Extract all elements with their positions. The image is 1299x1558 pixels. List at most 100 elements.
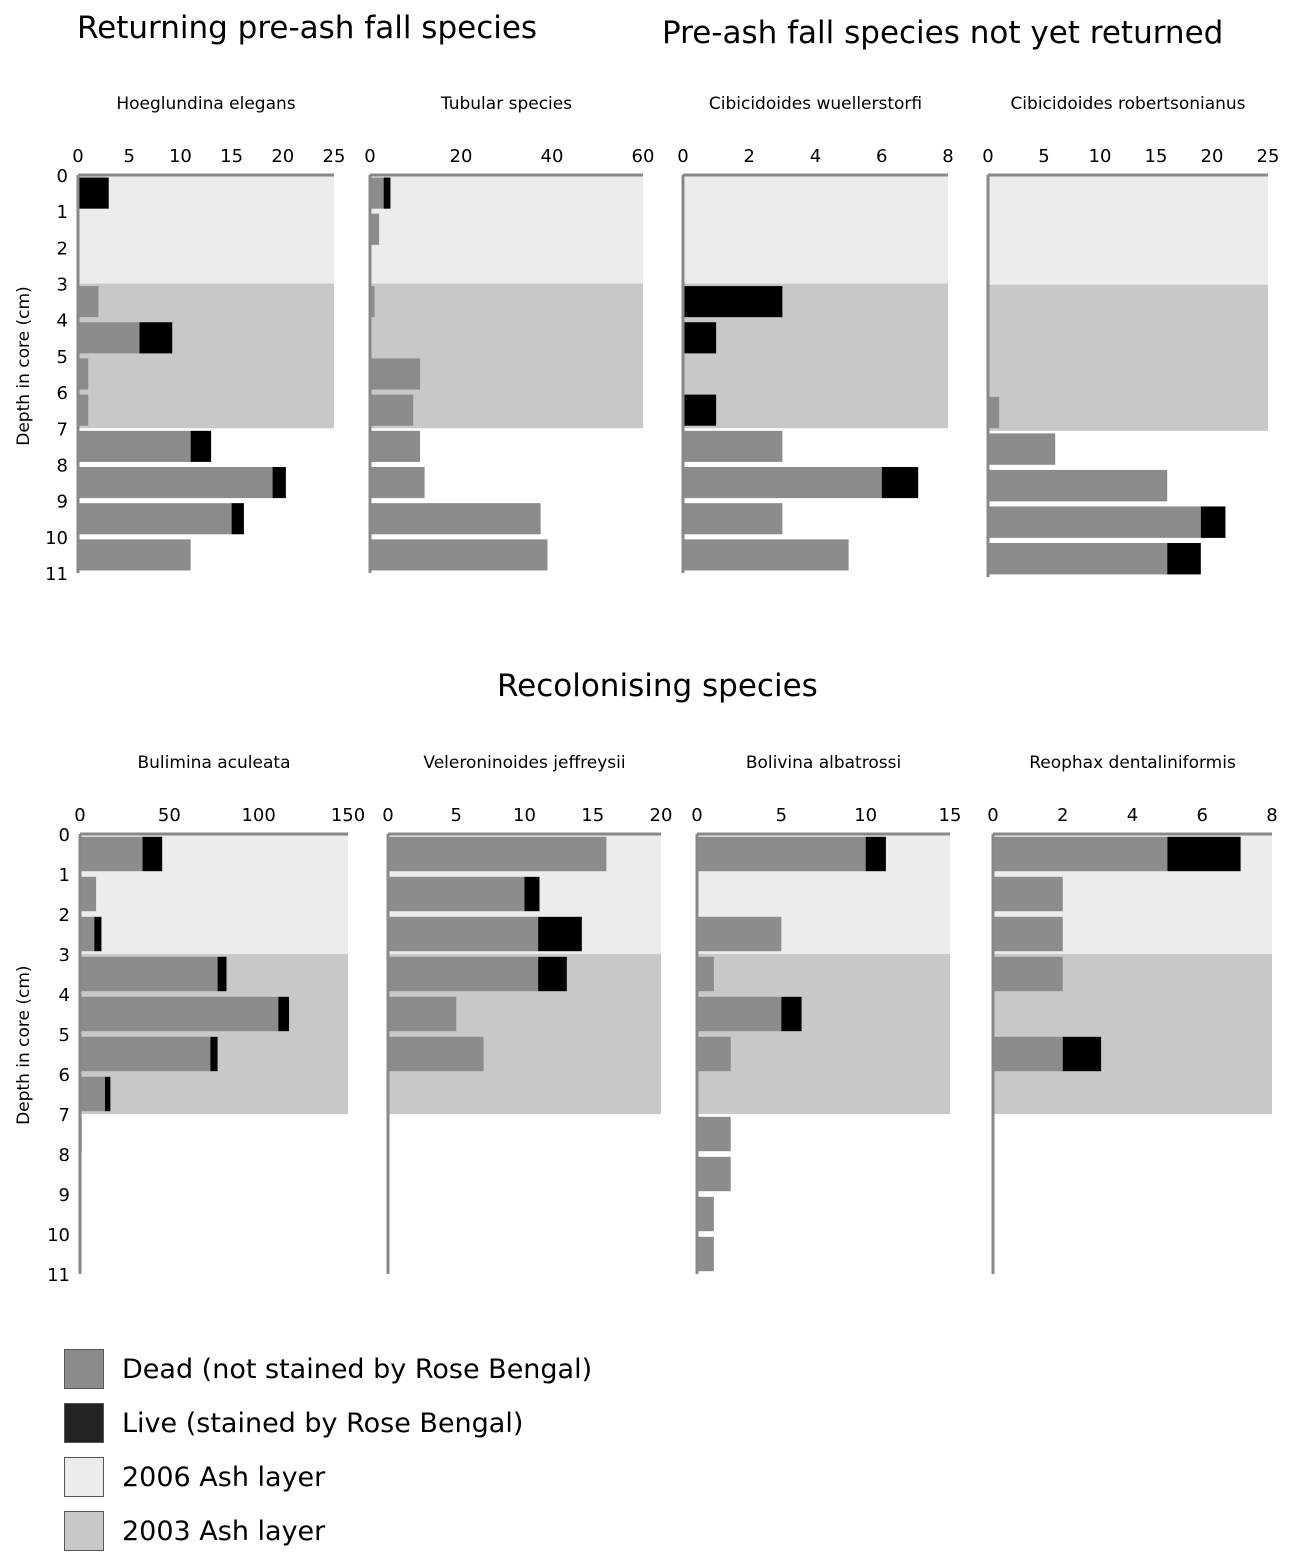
chart-reophax-dentaliniformis-bar-dead-2 <box>993 916 1063 952</box>
chart-bolivina-albatrossi-bar-dead-9 <box>697 1196 714 1232</box>
chart-bolivina-albatrossi-bar-dead-8 <box>697 1156 731 1192</box>
chart-reophax-dentaliniformis-xtick-6: 6 <box>1197 805 1208 826</box>
chart-cibicidoides-wuellerstorfi-bar-live-6 <box>683 394 717 426</box>
chart-hoeglundina-elegans: Hoeglundina elegans 0 5 10 15 20 25 0 1 2 3 4 5 6 7 8 9 1… <box>14 94 345 585</box>
chart-bolivina-albatrossi-bar-live-0 <box>865 836 886 872</box>
chart-cibicidoides-wuellerstorfi-xtick-2: 2 <box>744 146 755 167</box>
chart-hoeglundina-elegans-ash-2006 <box>78 175 334 284</box>
chart-cibicidoides-wuellerstorfi-bar-live-4 <box>683 322 717 354</box>
chart-bulimina-aculeata-bar-live-2 <box>94 916 102 952</box>
chart-hoeglundina-elegans-bar-live-9 <box>231 503 244 535</box>
chart-hoeglundina-elegans-bar-live-4 <box>139 322 173 354</box>
chart-veleroninoides-jeffreysii-title: Veleroninoides jeffreysii <box>423 753 625 773</box>
chart-cibicidoides-wuellerstorfi-bar-dead-8 <box>683 466 882 499</box>
chart-tubular-species-bar-dead-8 <box>370 466 425 499</box>
chart-hoeglundina-elegans-xtick-0: 0 <box>72 146 83 167</box>
chart-bolivina-albatrossi-xtick-0: 0 <box>691 805 702 826</box>
chart-bulimina-aculeata-depth-label-11: 11 <box>47 1265 70 1286</box>
chart-hoeglundina-elegans-bar-dead-10 <box>78 539 191 571</box>
chart-cibicidoides-wuellerstorfi-xtick-8: 8 <box>942 146 953 167</box>
chart-tubular-species-xtick-20: 20 <box>450 146 473 167</box>
chart-cibicidoides-robertsonianus-bar-dead-9 <box>988 506 1201 538</box>
chart-hoeglundina-elegans-bar-dead-6 <box>78 394 89 426</box>
chart-hoeglundina-elegans-xtick-5: 5 <box>123 146 134 167</box>
chart-hoeglundina-elegans-y-label: Depth in core (cm) <box>14 286 34 445</box>
chart-hoeglundina-elegans-depth-label-8: 8 <box>57 455 68 476</box>
chart-reophax-dentaliniformis-bar-live-0 <box>1167 836 1241 872</box>
chart-tubular-species-bar-dead-9 <box>370 503 541 535</box>
chart-cibicidoides-robertsonianus-xtick-10: 10 <box>1089 146 1112 167</box>
chart-hoeglundina-elegans-depth-label-2: 2 <box>57 238 68 259</box>
chart-cibicidoides-robertsonianus-bar-live-10 <box>1167 543 1201 575</box>
chart-tubular-species-title: Tubular species <box>440 94 572 114</box>
chart-bulimina-aculeata-bar-dead-4 <box>80 996 279 1032</box>
legend-label-live: Live (stained by Rose Bengal) <box>122 1407 524 1439</box>
legend-item-ash-2006: 2006 Ash layer <box>64 1450 592 1504</box>
chart-hoeglundina-elegans-bar-dead-4 <box>78 322 140 354</box>
chart-bolivina-albatrossi-xtick-10: 10 <box>854 805 877 826</box>
chart-cibicidoides-robertsonianus-bar-dead-6 <box>988 396 1000 429</box>
chart-cibicidoides-robertsonianus-bar-dead-7 <box>988 433 1056 465</box>
chart-bulimina-aculeata-depth-label-9: 9 <box>59 1185 70 1206</box>
chart-cibicidoides-wuellerstorfi-bar-dead-10 <box>683 539 849 571</box>
chart-hoeglundina-elegans-depth-label-6: 6 <box>57 383 68 404</box>
chart-reophax-dentaliniformis-xtick-4: 4 <box>1127 805 1138 826</box>
chart-bulimina-aculeata-depth-label-1: 1 <box>59 865 70 886</box>
chart-hoeglundina-elegans-bar-dead-8 <box>78 466 273 499</box>
chart-hoeglundina-elegans-depth-label-4: 4 <box>57 311 68 332</box>
chart-bulimina-aculeata-xtick-0: 0 <box>74 805 85 826</box>
chart-reophax-dentaliniformis-bar-live-5 <box>1062 1036 1102 1072</box>
chart-tubular-species-ash-2003 <box>370 283 643 429</box>
legend-label-ash-2006: 2006 Ash layer <box>122 1461 326 1493</box>
chart-veleroninoides-jeffreysii-xtick-15: 15 <box>581 805 604 826</box>
chart-tubular-species-bar-dead-0 <box>370 177 384 209</box>
chart-reophax-dentaliniformis-bar-dead-1 <box>993 876 1063 912</box>
chart-hoeglundina-elegans-depth-label-0: 0 <box>57 166 68 187</box>
section-title-recolonising: Recolonising species <box>497 668 818 704</box>
chart-veleroninoides-jeffreysii-bar-dead-1 <box>388 876 525 912</box>
chart-veleroninoides-jeffreysii-bar-dead-0 <box>388 836 607 872</box>
chart-cibicidoides-robertsonianus-ash-2006 <box>988 175 1268 285</box>
chart-hoeglundina-elegans-depth-label-11: 11 <box>45 564 68 585</box>
chart-bulimina-aculeata-bar-dead-3 <box>80 956 218 992</box>
chart-tubular-species-bar-dead-6 <box>370 394 414 426</box>
chart-reophax-dentaliniformis: Reophax dentaliniformis 0 2 4 6 8 <box>987 753 1278 1274</box>
chart-bolivina-albatrossi-bar-dead-5 <box>697 1036 731 1072</box>
chart-reophax-dentaliniformis-bar-dead-0 <box>993 836 1168 872</box>
chart-cibicidoides-robertsonianus-title: Cibicidoides robertsonianus <box>1010 94 1245 114</box>
legend-swatch-ash-2003 <box>64 1511 104 1551</box>
chart-tubular-species-xtick-40: 40 <box>541 146 564 167</box>
chart-bulimina-aculeata-y-label: Depth in core (cm) <box>14 965 34 1124</box>
chart-hoeglundina-elegans-xtick-25: 25 <box>323 146 346 167</box>
legend-item-ash-2003: 2003 Ash layer <box>64 1504 592 1558</box>
chart-cibicidoides-robertsonianus-xtick-5: 5 <box>1038 146 1049 167</box>
chart-veleroninoides-jeffreysii-bar-live-3 <box>538 956 567 992</box>
chart-bulimina-aculeata: Bulimina aculeata 0 50 100 150 0 1 2 3 4 5 6 7 8 9 10 11… <box>14 753 365 1286</box>
chart-bulimina-aculeata-depth-label-2: 2 <box>59 905 70 926</box>
chart-bolivina-albatrossi-bar-live-4 <box>781 996 802 1032</box>
chart-bulimina-aculeata-bar-dead-2 <box>80 916 95 952</box>
chart-cibicidoides-robertsonianus-xtick-15: 15 <box>1145 146 1168 167</box>
chart-cibicidoides-robertsonianus-xtick-25: 25 <box>1257 146 1280 167</box>
chart-bulimina-aculeata-depth-label-10: 10 <box>47 1225 70 1246</box>
chart-bulimina-aculeata-xtick-150: 150 <box>331 805 365 826</box>
chart-bulimina-aculeata-depth-label-6: 6 <box>59 1065 70 1086</box>
chart-cibicidoides-robertsonianus-xtick-20: 20 <box>1201 146 1224 167</box>
chart-tubular-species-bar-dead-5 <box>370 358 421 390</box>
chart-reophax-dentaliniformis-xtick-8: 8 <box>1266 805 1277 826</box>
chart-veleroninoides-jeffreysii-bar-dead-3 <box>388 956 539 992</box>
chart-cibicidoides-wuellerstorfi-xtick-0: 0 <box>677 146 688 167</box>
legend-swatch-live <box>64 1403 104 1443</box>
chart-tubular-species-xtick-60: 60 <box>632 146 655 167</box>
chart-bolivina-albatrossi-bar-dead-3 <box>697 956 714 992</box>
chart-bolivina-albatrossi-bar-dead-2 <box>697 916 782 952</box>
chart-veleroninoides-jeffreysii-bar-dead-4 <box>388 996 457 1032</box>
chart-bolivina-albatrossi-ash-2003 <box>697 954 950 1114</box>
chart-cibicidoides-wuellerstorfi-bar-live-3 <box>683 286 783 318</box>
chart-bulimina-aculeata-depth-label-8: 8 <box>59 1145 70 1166</box>
chart-hoeglundina-elegans-bar-live-7 <box>190 430 212 462</box>
chart-tubular-species-bar-dead-10 <box>370 539 548 571</box>
legend-item-dead: Dead (not stained by Rose Bengal) <box>64 1342 592 1396</box>
chart-cibicidoides-robertsonianus-xtick-0: 0 <box>982 146 993 167</box>
chart-hoeglundina-elegans-xtick-15: 15 <box>220 146 243 167</box>
